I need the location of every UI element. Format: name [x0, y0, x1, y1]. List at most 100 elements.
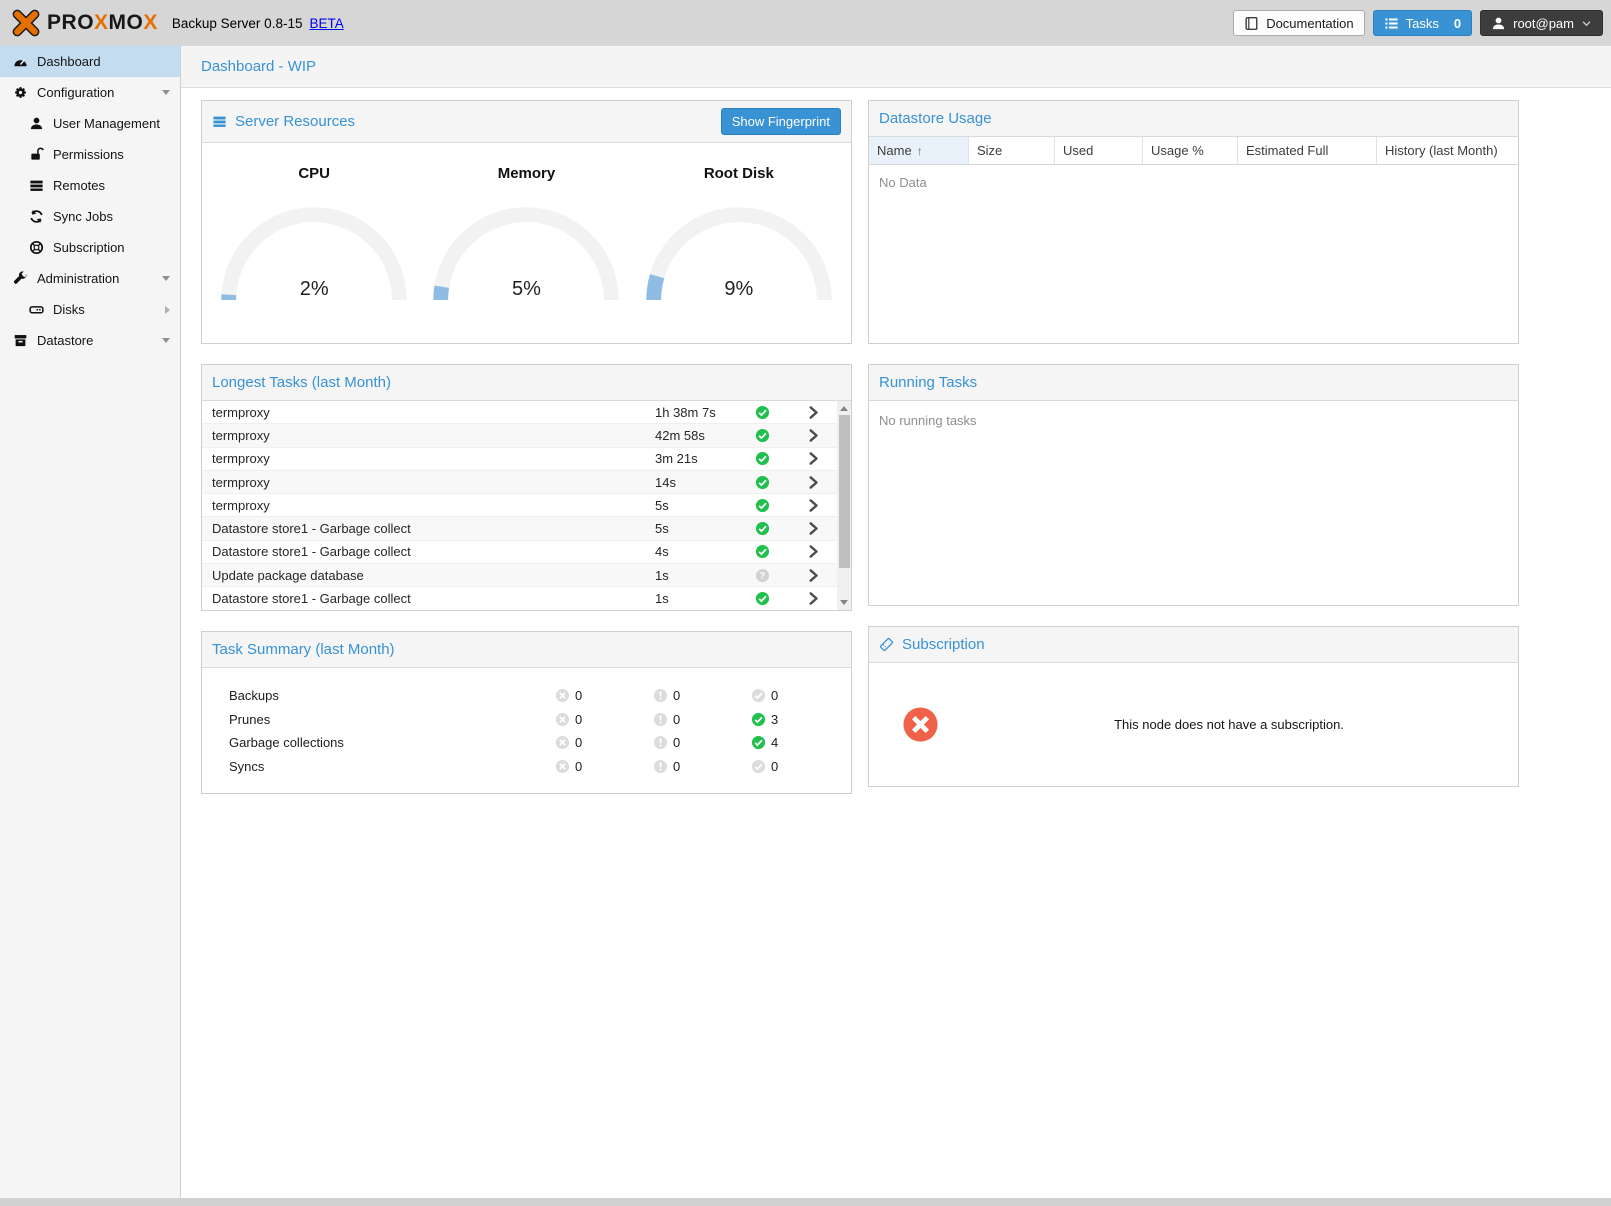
- sidebar-item-sync-jobs[interactable]: Sync Jobs: [0, 201, 180, 232]
- sidebar-item-remotes[interactable]: Remotes: [0, 170, 180, 201]
- task-duration: 1h 38m 7s: [655, 404, 716, 420]
- panel-title: Longest Tasks (last Month): [212, 374, 391, 391]
- task-row[interactable]: Datastore store1 - Garbage collect 4s: [202, 541, 851, 565]
- task-name: termproxy: [212, 427, 270, 443]
- task-status: [755, 405, 793, 420]
- summary-label: Prunes: [229, 711, 271, 727]
- root-disk-gauge: Root Disk 9%: [633, 143, 845, 343]
- question-circle-icon: [755, 568, 770, 583]
- datastore-empty-text: No Data: [879, 175, 927, 190]
- collapse-icon[interactable]: [162, 276, 170, 281]
- task-row[interactable]: Datastore store1 - Garbage collect 5s: [202, 517, 851, 541]
- times-circle-icon: [555, 688, 570, 703]
- open-task-chevron-icon[interactable]: [793, 405, 833, 420]
- datastore-box-icon: [12, 333, 28, 348]
- check-circle-icon: [755, 428, 770, 443]
- sidebar-item-datastore[interactable]: Datastore: [0, 325, 180, 356]
- task-row[interactable]: termproxy 42m 58s: [202, 424, 851, 448]
- task-name: Datastore store1 - Garbage collect: [212, 591, 411, 607]
- expand-icon[interactable]: [165, 305, 170, 314]
- task-status: [755, 428, 793, 443]
- check-circle-icon: [755, 498, 770, 513]
- product-version-label: Backup Server 0.8-15: [171, 15, 303, 31]
- summary-label: Syncs: [229, 758, 265, 774]
- sidebar-item-permissions[interactable]: Permissions: [0, 139, 180, 170]
- column-header-size[interactable]: Size: [969, 137, 1055, 164]
- scroll-up-arrow[interactable]: [840, 406, 848, 411]
- task-row[interactable]: termproxy 1h 38m 7s: [202, 401, 851, 425]
- open-task-chevron-icon[interactable]: [793, 498, 833, 513]
- warning-count: 0: [653, 712, 751, 727]
- wrench-icon: [12, 271, 28, 286]
- user-menu-button[interactable]: root@pam: [1480, 10, 1603, 36]
- tachometer-icon: [12, 54, 28, 69]
- topbar: PROXMOX Backup Server 0.8-15 BETA Docume…: [0, 0, 1611, 46]
- check-circle-icon: [755, 475, 770, 490]
- warning-count: 0: [653, 688, 751, 703]
- times-circle-icon: [555, 735, 570, 750]
- ok-count: 4: [751, 735, 849, 750]
- scrollbar-thumb[interactable]: [838, 415, 850, 568]
- scroll-down-arrow[interactable]: [840, 600, 848, 605]
- resource-gauges: CPU 2% Memory: [202, 143, 851, 343]
- sidebar-item-configuration[interactable]: Configuration: [0, 77, 180, 108]
- task-duration: 1s: [655, 567, 669, 583]
- warning-count: 0: [653, 759, 751, 774]
- error-count: 0: [555, 711, 653, 727]
- check-circle-icon: [755, 405, 770, 420]
- tasks-button[interactable]: Tasks 0: [1372, 10, 1473, 36]
- summary-row: Prunes 0 0: [229, 708, 851, 732]
- summary-row: Garbage collections 0 0: [229, 731, 851, 755]
- page-title: Dashboard - WIP: [201, 58, 317, 75]
- collapse-icon[interactable]: [162, 90, 170, 95]
- sidebar-item-administration[interactable]: Administration: [0, 263, 180, 294]
- warning-count: 0: [653, 735, 751, 750]
- task-status: [755, 475, 793, 490]
- open-task-chevron-icon[interactable]: [793, 428, 833, 443]
- sidebar-item-disks[interactable]: Disks: [0, 294, 180, 325]
- open-task-chevron-icon[interactable]: [793, 451, 833, 466]
- no-subscription-icon: [901, 705, 940, 744]
- task-name: termproxy: [212, 474, 270, 490]
- task-row[interactable]: termproxy 3m 21s: [202, 448, 851, 471]
- times-circle-icon: [555, 759, 570, 774]
- column-header-estimated-full[interactable]: Estimated Full: [1238, 137, 1377, 164]
- open-task-chevron-icon[interactable]: [793, 475, 833, 490]
- open-task-chevron-icon[interactable]: [793, 568, 833, 583]
- collapse-icon[interactable]: [162, 338, 170, 343]
- open-task-chevron-icon[interactable]: [793, 544, 833, 559]
- unlock-icon: [28, 147, 44, 162]
- running-tasks-panel: Running Tasks No running tasks: [868, 364, 1519, 606]
- task-row[interactable]: Update package database 1s: [202, 564, 851, 588]
- scrollbar[interactable]: [837, 401, 851, 610]
- open-task-chevron-icon[interactable]: [793, 521, 833, 536]
- summary-row: Backups 0 0: [229, 684, 851, 708]
- column-header-history[interactable]: History (last Month): [1385, 143, 1498, 158]
- task-row[interactable]: Datastore store1 - Garbage collect 1s: [202, 587, 851, 610]
- cpu-gauge-arc: [221, 207, 407, 301]
- beta-link[interactable]: BETA: [309, 15, 344, 31]
- check-circle-icon: [751, 712, 766, 727]
- check-circle-icon: [751, 688, 766, 703]
- open-task-chevron-icon[interactable]: [793, 591, 833, 606]
- column-header-name[interactable]: Name ↑: [869, 137, 969, 164]
- panel-title: Server Resources: [235, 113, 356, 130]
- task-row[interactable]: termproxy 14s: [202, 470, 851, 495]
- subscription-body: This node does not have a subscription.: [869, 663, 1518, 786]
- task-list-icon: [1384, 16, 1399, 31]
- panel-title: Running Tasks: [879, 374, 978, 391]
- sidebar-item-user-management[interactable]: User Management: [0, 108, 180, 139]
- root-disk-gauge-arc: [646, 207, 832, 301]
- sidebar-item-subscription[interactable]: Subscription: [0, 232, 180, 263]
- check-circle-icon: [755, 521, 770, 536]
- column-header-usage[interactable]: Usage %: [1143, 137, 1238, 164]
- task-row[interactable]: termproxy 5s: [202, 494, 851, 518]
- summary-label: Backups: [229, 688, 279, 704]
- server-bars-icon: [28, 178, 44, 193]
- column-header-used[interactable]: Used: [1055, 137, 1143, 164]
- sidebar-item-dashboard[interactable]: Dashboard: [0, 46, 180, 77]
- documentation-button[interactable]: Documentation: [1233, 10, 1365, 36]
- sort-ascending-icon: ↑: [916, 143, 923, 158]
- show-fingerprint-button[interactable]: Show Fingerprint: [720, 108, 841, 135]
- memory-gauge: Memory 5%: [420, 143, 632, 343]
